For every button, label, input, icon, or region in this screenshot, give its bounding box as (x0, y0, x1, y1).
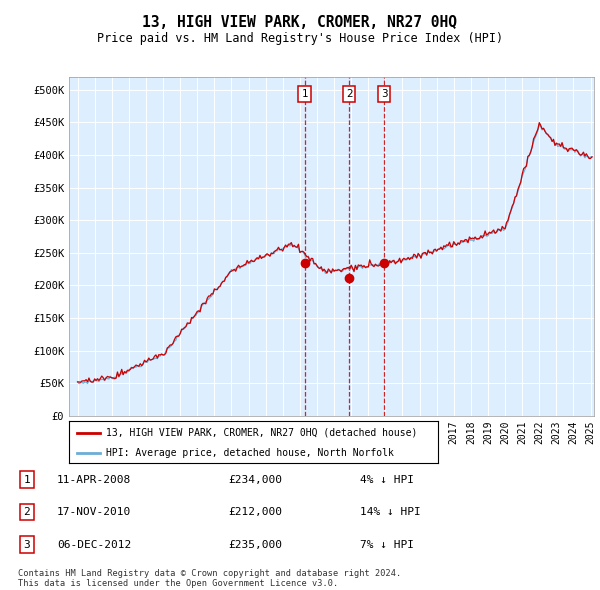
Text: 13, HIGH VIEW PARK, CROMER, NR27 0HQ (detached house): 13, HIGH VIEW PARK, CROMER, NR27 0HQ (de… (106, 428, 417, 438)
Text: 14% ↓ HPI: 14% ↓ HPI (360, 507, 421, 517)
Text: £234,000: £234,000 (228, 475, 282, 484)
Text: 3: 3 (380, 89, 388, 99)
Text: 4% ↓ HPI: 4% ↓ HPI (360, 475, 414, 484)
Text: 2: 2 (23, 507, 31, 517)
Text: HPI: Average price, detached house, North Norfolk: HPI: Average price, detached house, Nort… (106, 448, 394, 457)
Text: 3: 3 (23, 540, 31, 549)
Text: 13, HIGH VIEW PARK, CROMER, NR27 0HQ: 13, HIGH VIEW PARK, CROMER, NR27 0HQ (143, 15, 458, 30)
Text: 11-APR-2008: 11-APR-2008 (57, 475, 131, 484)
Text: £212,000: £212,000 (228, 507, 282, 517)
Text: Contains HM Land Registry data © Crown copyright and database right 2024.
This d: Contains HM Land Registry data © Crown c… (18, 569, 401, 588)
Text: 1: 1 (301, 89, 308, 99)
Text: Price paid vs. HM Land Registry's House Price Index (HPI): Price paid vs. HM Land Registry's House … (97, 32, 503, 45)
Text: 1: 1 (23, 475, 31, 484)
Text: £235,000: £235,000 (228, 540, 282, 549)
Text: 2: 2 (346, 89, 352, 99)
Text: 7% ↓ HPI: 7% ↓ HPI (360, 540, 414, 549)
Text: 17-NOV-2010: 17-NOV-2010 (57, 507, 131, 517)
Text: 06-DEC-2012: 06-DEC-2012 (57, 540, 131, 549)
